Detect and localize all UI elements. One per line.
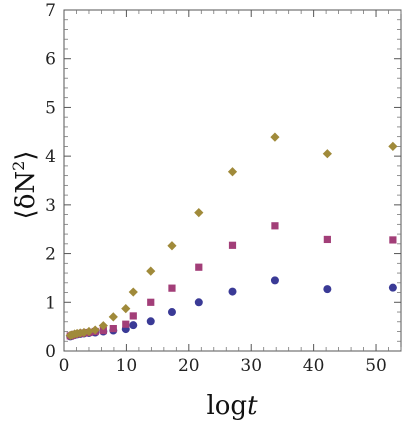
- point-series2-8: [99, 326, 107, 335]
- y-tick-label-5: 5: [45, 98, 56, 118]
- y-tick-label-6: 6: [45, 50, 56, 70]
- x-tick-label-50: 50: [365, 356, 387, 376]
- y-axis-label-main: ⟨δN: [11, 171, 41, 220]
- y-tick-label-0: 0: [45, 342, 56, 362]
- point-series2-18: [389, 236, 397, 244]
- point-series2-15: [228, 241, 237, 249]
- point-series1-16: [270, 276, 279, 285]
- x-tick-label-10: 10: [116, 356, 138, 376]
- point-series2-12: [147, 298, 155, 306]
- point-series3-16: [270, 132, 280, 142]
- tick-labels: 0 10 20 30 40 50 0 1 2 3 4 5 6 7: [45, 1, 387, 376]
- point-series3-8: [98, 321, 108, 331]
- point-series3-7: [90, 325, 100, 335]
- point-series3-5: [79, 327, 89, 338]
- point-series1-15: [228, 287, 237, 296]
- x-tick-label-30: 30: [240, 356, 262, 376]
- point-series3-12: [146, 266, 156, 276]
- point-series3-14: [194, 208, 204, 218]
- point-series1-11: [129, 321, 138, 330]
- plot-frame: [63, 9, 402, 352]
- point-series3-17: [322, 149, 332, 159]
- point-series3-9: [108, 312, 118, 322]
- y-axis-label-close: ⟩: [11, 151, 41, 161]
- x-axis-label-log: log: [206, 391, 247, 421]
- point-series1-12: [146, 317, 155, 326]
- point-series2-16: [271, 222, 279, 230]
- y-tick-label-7: 7: [45, 1, 56, 21]
- point-series2-14: [195, 263, 203, 271]
- x-axis-label-t: t: [247, 391, 258, 421]
- y-tick-label-2: 2: [45, 245, 56, 265]
- point-series3-18: [388, 141, 398, 151]
- y-tick-label-1: 1: [45, 293, 56, 313]
- x-tick-label-0: 0: [59, 356, 70, 376]
- x-tick-label-20: 20: [178, 356, 200, 376]
- y-tick-label-3: 3: [45, 196, 56, 216]
- point-series2-13: [168, 284, 176, 292]
- point-series1-17: [323, 285, 332, 294]
- point-series2-9: [109, 324, 117, 333]
- axis-ticks: [63, 9, 402, 352]
- x-axis-label: logt: [206, 391, 258, 421]
- point-series2-17: [323, 235, 331, 244]
- y-tick-label-4: 4: [45, 147, 56, 167]
- point-series3-15: [227, 167, 238, 177]
- x-tick-label-40: 40: [303, 356, 325, 376]
- point-series1-13: [167, 308, 176, 317]
- point-series2-11: [129, 312, 137, 320]
- y-axis-label-exponent: 2: [9, 161, 28, 171]
- y-axis-label: ⟨δN2⟩: [9, 151, 41, 220]
- point-series3-13: [167, 241, 177, 251]
- point-series1-14: [194, 298, 203, 307]
- data-points: [65, 132, 398, 341]
- point-series3-11: [128, 287, 138, 297]
- point-series3-6: [84, 326, 94, 337]
- point-series1-18: [388, 283, 397, 292]
- point-series2-10: [122, 320, 130, 328]
- point-series3-10: [121, 304, 131, 314]
